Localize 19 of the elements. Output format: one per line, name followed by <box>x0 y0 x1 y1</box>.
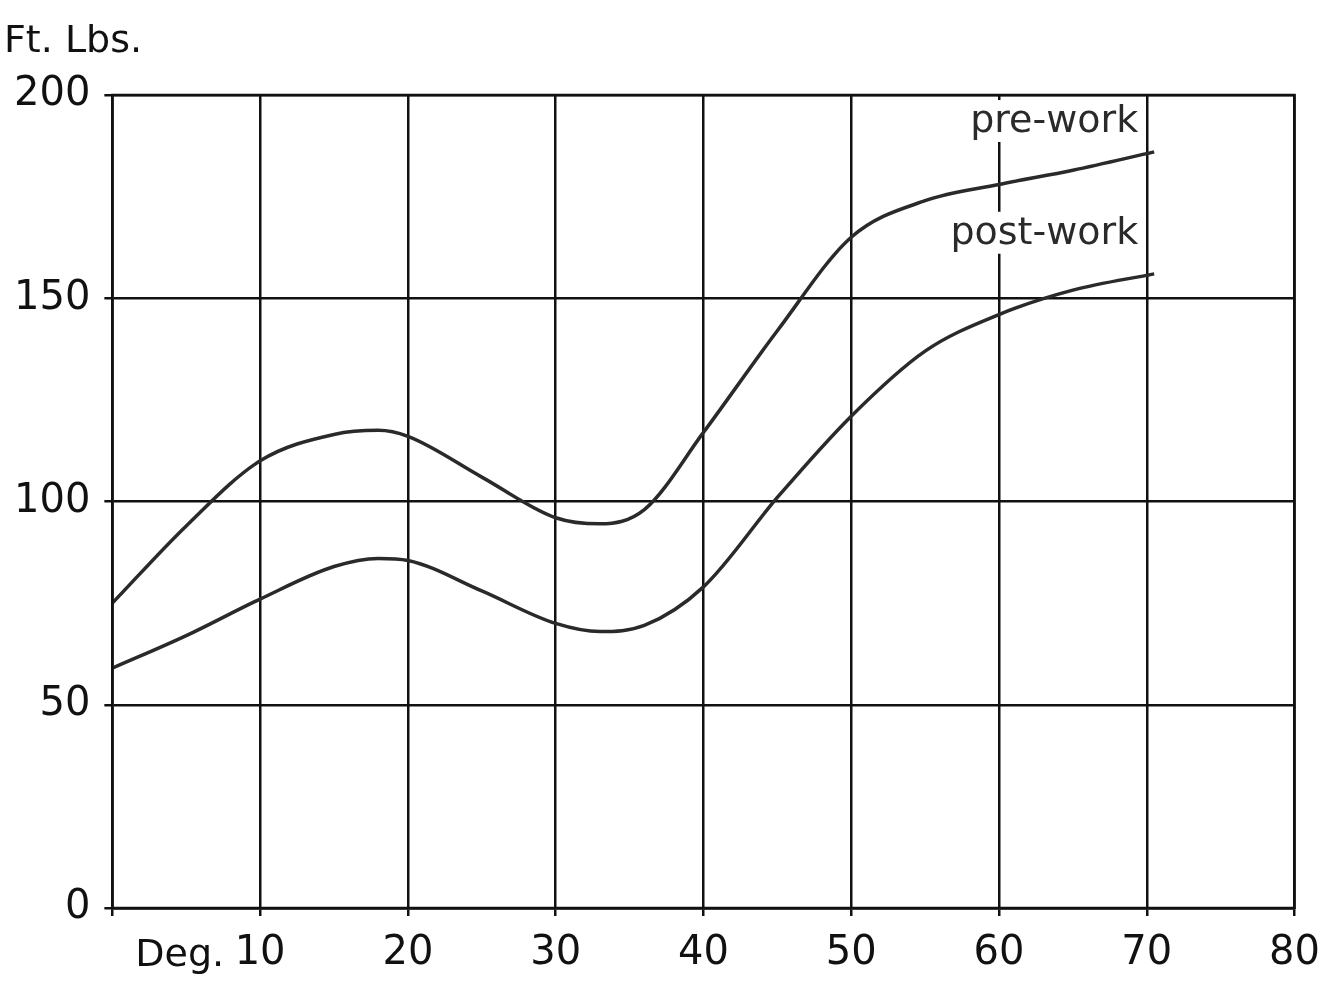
x-tick-label: 50 <box>825 927 877 974</box>
x-tick-label: 40 <box>678 927 729 974</box>
line-series <box>112 150 1156 605</box>
y-tick-label: 100 <box>13 474 91 521</box>
series-label: pre-work <box>970 96 1139 141</box>
y-tick-label: 150 <box>13 271 91 318</box>
y-axis-title: Ft. Lbs. <box>4 17 143 61</box>
x-tick-label: 80 <box>1269 927 1320 974</box>
x-tick-label: 30 <box>530 927 582 974</box>
y-tick-label: 50 <box>39 678 91 725</box>
y-tick-label: 0 <box>64 881 91 928</box>
line-series <box>112 272 1156 670</box>
y-tick-label: 200 <box>13 68 91 115</box>
series-label: post-work <box>950 208 1139 253</box>
x-tick-label: 60 <box>973 927 1025 974</box>
x-axis-title: Deg. <box>135 931 225 975</box>
x-tick-label: 70 <box>1121 927 1173 974</box>
x-tick-label: 10 <box>234 927 286 974</box>
x-tick-label: 20 <box>382 927 434 974</box>
